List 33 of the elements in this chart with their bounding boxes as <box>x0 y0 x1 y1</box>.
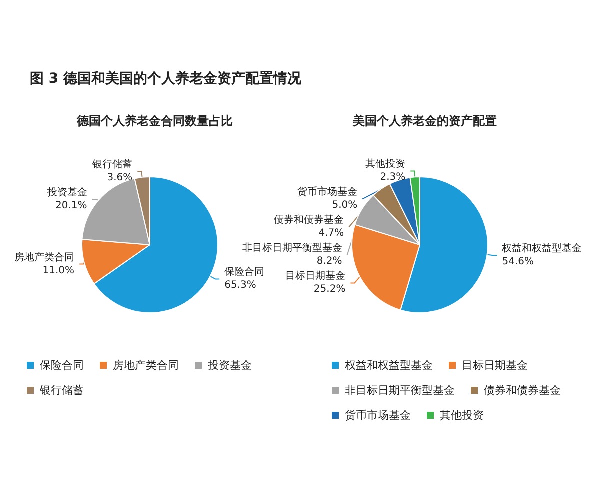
slice-label: 保险合同 <box>224 266 265 278</box>
chart-title: 美国个人养老金的资产配置 <box>352 114 497 128</box>
legend-label: 债券和债券基金 <box>484 384 561 397</box>
data-label: 2.3% <box>380 172 406 184</box>
slice-label: 权益和权益型基金 <box>501 242 582 255</box>
data-label: 3.6% <box>107 172 133 184</box>
slice-label: 房地产类合同 <box>14 251 75 264</box>
legend-label: 保险合同 <box>40 359 84 372</box>
legend-label: 货币市场基金 <box>345 409 411 422</box>
slice-label: 目标日期基金 <box>286 270 346 282</box>
data-label: 4.7% <box>318 228 344 240</box>
slice-label: 货币市场基金 <box>298 186 358 198</box>
data-label: 20.1% <box>56 200 88 212</box>
chart-subtitle: 德国个人养老金合同数量占比 <box>76 114 233 128</box>
chart-title: 图 3 德国和美国的个人养老金资产配置情况 <box>30 70 302 88</box>
legend-label: 房地产类合同 <box>113 359 179 372</box>
legend-label: 银行储蓄 <box>39 384 84 397</box>
slice-label: 债券和债券基金 <box>274 214 344 226</box>
legend-label: 其他投资 <box>440 409 484 422</box>
slice-label: 非目标日期平衡型基金 <box>242 242 342 254</box>
legend-label: 非目标日期平衡型基金 <box>345 384 455 397</box>
data-label: 5.0% <box>332 200 358 212</box>
slice-label: 投资基金 <box>46 186 88 198</box>
data-label: 25.2% <box>314 284 346 296</box>
legend-label: 权益和权益型基金 <box>344 359 433 372</box>
data-label: 65.3% <box>224 280 256 292</box>
slice-label: 其他投资 <box>366 158 406 170</box>
data-label: 54.6% <box>502 256 534 268</box>
legend-label: 投资基金 <box>207 359 252 372</box>
data-label: 8.2% <box>316 256 342 268</box>
legend-label: 目标日期基金 <box>462 359 528 372</box>
slice-label: 银行储蓄 <box>92 158 133 170</box>
data-label: 11.0% <box>42 265 75 276</box>
